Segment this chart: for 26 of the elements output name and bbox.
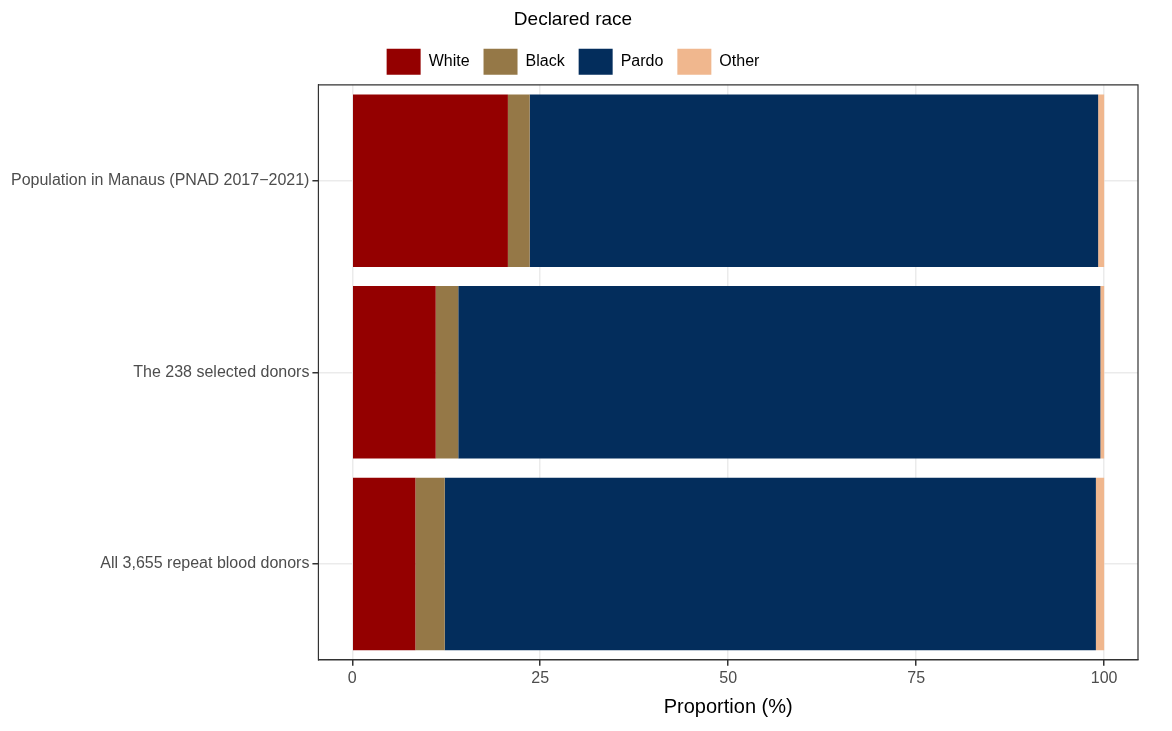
x-tick-label: 25: [531, 668, 550, 686]
x-axis-title: Proportion (%): [663, 694, 793, 717]
x-tick-label: 0: [347, 668, 357, 686]
legend-title: Declared race: [513, 7, 633, 29]
x-tick-label: 50: [719, 668, 738, 686]
x-tick-label: 75: [907, 668, 926, 686]
bar: [529, 94, 1099, 267]
legend-label: White: [428, 52, 470, 70]
y-tick-label: The 238 selected donors: [133, 362, 310, 380]
bar: [444, 477, 1096, 651]
bar: [415, 477, 445, 651]
legend-label: Black: [525, 52, 566, 70]
bar: [507, 94, 530, 267]
y-tick-label: All 3,655 repeat blood donors: [100, 554, 310, 572]
bar: [458, 286, 1101, 459]
bar: [353, 94, 508, 267]
legend-label: Other: [719, 52, 761, 70]
bar: [353, 286, 436, 459]
bar: [1098, 94, 1105, 267]
bar: [1095, 477, 1105, 651]
bar: [435, 286, 459, 459]
legend-label: Pardo: [620, 52, 664, 70]
y-tick-label: Population in Manaus (PNAD 2017−2021): [10, 171, 310, 189]
x-tick-label: 100: [1090, 668, 1118, 686]
bar: [1100, 286, 1105, 459]
bar: [353, 477, 416, 651]
